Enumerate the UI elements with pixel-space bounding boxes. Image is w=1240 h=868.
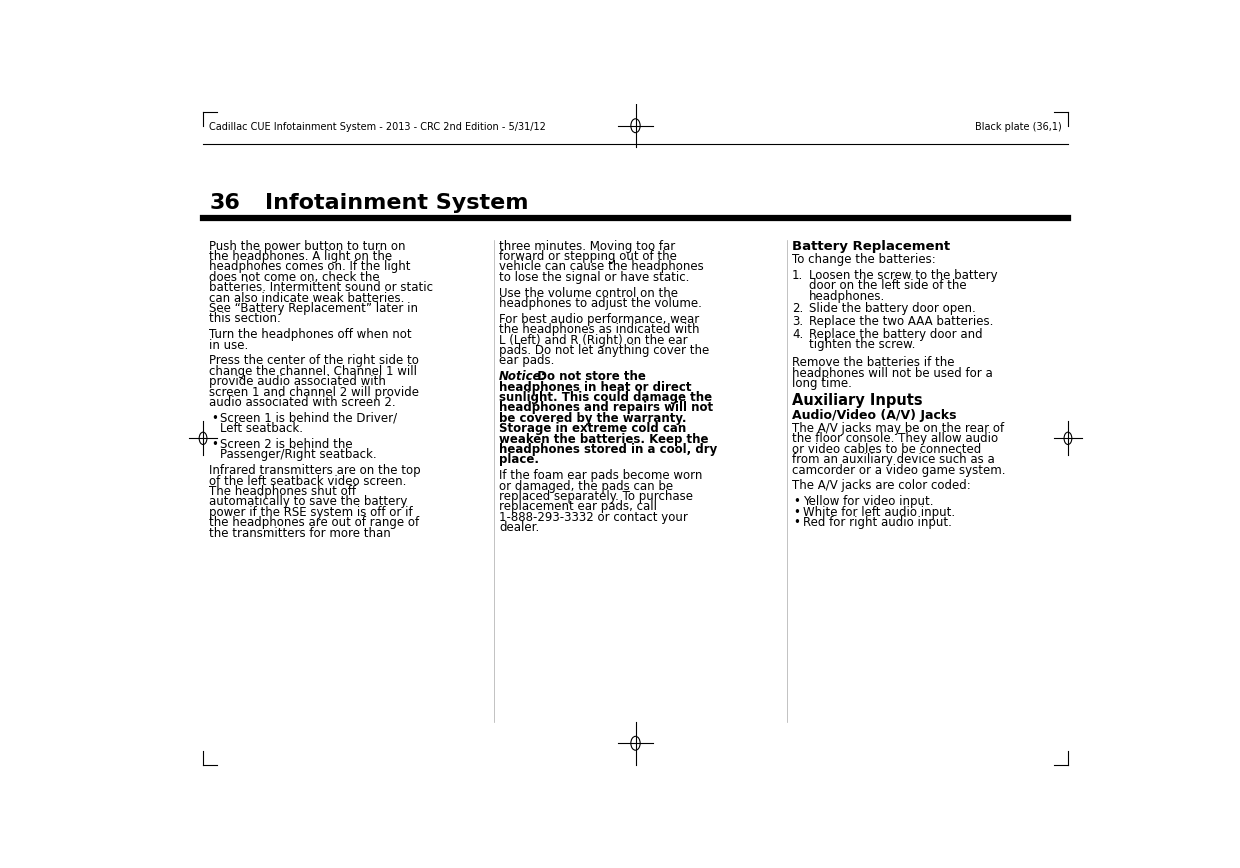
Text: Auxiliary Inputs: Auxiliary Inputs	[792, 393, 923, 408]
Text: headphones.: headphones.	[808, 290, 885, 303]
Text: the headphones as indicated with: the headphones as indicated with	[498, 323, 699, 336]
Text: Yellow for video input.: Yellow for video input.	[804, 496, 934, 508]
Text: headphones stored in a cool, dry: headphones stored in a cool, dry	[498, 443, 718, 456]
Text: audio associated with screen 2.: audio associated with screen 2.	[210, 396, 396, 409]
Text: in use.: in use.	[210, 339, 248, 352]
Text: Screen 1 is behind the Driver/: Screen 1 is behind the Driver/	[221, 411, 397, 424]
Text: The headphones shut off: The headphones shut off	[210, 485, 356, 498]
Text: the headphones are out of range of: the headphones are out of range of	[210, 516, 419, 529]
Text: of the left seatback video screen.: of the left seatback video screen.	[210, 475, 407, 488]
Text: •: •	[794, 496, 801, 508]
Text: For best audio performance, wear: For best audio performance, wear	[498, 312, 699, 326]
Text: •: •	[794, 516, 801, 529]
Text: automatically to save the battery: automatically to save the battery	[210, 496, 408, 509]
Text: change the channel. Channel 1 will: change the channel. Channel 1 will	[210, 365, 417, 378]
Text: this section.: this section.	[210, 312, 281, 326]
Text: the transmitters for more than: the transmitters for more than	[210, 527, 391, 540]
Text: headphones will not be used for a: headphones will not be used for a	[792, 367, 993, 380]
Text: Replace the two AAA batteries.: Replace the two AAA batteries.	[808, 315, 993, 328]
Text: 4.: 4.	[792, 328, 804, 341]
Text: the headphones. A light on the: the headphones. A light on the	[210, 250, 392, 263]
Text: 3.: 3.	[792, 315, 804, 328]
Text: Infotainment System: Infotainment System	[265, 193, 528, 213]
Text: Do not store the: Do not store the	[528, 370, 646, 383]
Text: headphones and repairs will not: headphones and repairs will not	[498, 401, 713, 414]
Text: Passenger/Right seatback.: Passenger/Right seatback.	[221, 449, 377, 462]
Text: headphones comes on. If the light: headphones comes on. If the light	[210, 260, 410, 273]
Text: •: •	[211, 438, 218, 451]
Text: camcorder or a video game system.: camcorder or a video game system.	[792, 464, 1006, 477]
Text: be covered by the warranty.: be covered by the warranty.	[498, 411, 687, 424]
Text: the floor console. They allow audio: the floor console. They allow audio	[792, 432, 998, 445]
Text: vehicle can cause the headphones: vehicle can cause the headphones	[498, 260, 704, 273]
Text: headphones to adjust the volume.: headphones to adjust the volume.	[498, 297, 702, 310]
Text: screen 1 and channel 2 will provide: screen 1 and channel 2 will provide	[210, 385, 419, 398]
Text: White for left audio input.: White for left audio input.	[804, 505, 955, 518]
Text: L (Left) and R (Right) on the ear: L (Left) and R (Right) on the ear	[498, 333, 688, 346]
Text: To change the batteries:: To change the batteries:	[792, 253, 936, 266]
Text: The A/V jacks may be on the rear of: The A/V jacks may be on the rear of	[792, 422, 1004, 435]
Text: 1-888-293-3332 or contact your: 1-888-293-3332 or contact your	[498, 510, 688, 523]
Text: •: •	[794, 505, 801, 518]
Text: provide audio associated with: provide audio associated with	[210, 375, 386, 388]
Text: from an auxiliary device such as a: from an auxiliary device such as a	[792, 453, 994, 466]
Text: Remove the batteries if the: Remove the batteries if the	[792, 357, 955, 370]
Text: batteries. Intermittent sound or static: batteries. Intermittent sound or static	[210, 281, 433, 294]
Text: •: •	[211, 411, 218, 424]
Text: place.: place.	[498, 453, 539, 466]
Text: Cadillac CUE Infotainment System - 2013 - CRC 2nd Edition - 5/31/12: Cadillac CUE Infotainment System - 2013 …	[210, 122, 546, 132]
Text: If the foam ear pads become worn: If the foam ear pads become worn	[498, 469, 703, 482]
Text: Screen 2 is behind the: Screen 2 is behind the	[221, 438, 352, 451]
Text: can also indicate weak batteries.: can also indicate weak batteries.	[210, 292, 404, 305]
Text: Left seatback.: Left seatback.	[221, 422, 303, 435]
Text: long time.: long time.	[792, 378, 852, 390]
Text: Audio/Video (A/V) Jacks: Audio/Video (A/V) Jacks	[792, 409, 956, 422]
Text: or video cables to be connected: or video cables to be connected	[792, 443, 981, 456]
Text: Infrared transmitters are on the top: Infrared transmitters are on the top	[210, 464, 420, 477]
Text: weaken the batteries. Keep the: weaken the batteries. Keep the	[498, 432, 708, 445]
Text: 2.: 2.	[792, 302, 804, 315]
Text: Black plate (36,1): Black plate (36,1)	[975, 122, 1061, 132]
Text: or damaged, the pads can be: or damaged, the pads can be	[498, 479, 673, 492]
Text: replaced separately. To purchase: replaced separately. To purchase	[498, 490, 693, 503]
Text: sunlight. This could damage the: sunlight. This could damage the	[498, 391, 712, 404]
Text: three minutes. Moving too far: three minutes. Moving too far	[498, 240, 676, 253]
Text: ear pads.: ear pads.	[498, 354, 554, 367]
Text: Replace the battery door and: Replace the battery door and	[808, 328, 983, 341]
Text: Slide the battery door open.: Slide the battery door open.	[808, 302, 976, 315]
Text: forward or stepping out of the: forward or stepping out of the	[498, 250, 677, 263]
Text: dealer.: dealer.	[498, 521, 539, 534]
Text: 1.: 1.	[792, 269, 804, 282]
Text: replacement ear pads, call: replacement ear pads, call	[498, 500, 657, 513]
Text: does not come on, check the: does not come on, check the	[210, 271, 379, 284]
Text: Push the power button to turn on: Push the power button to turn on	[210, 240, 405, 253]
Text: tighten the screw.: tighten the screw.	[808, 339, 915, 352]
Text: door on the left side of the: door on the left side of the	[808, 279, 967, 293]
Text: to lose the signal or have static.: to lose the signal or have static.	[498, 271, 689, 284]
Text: Battery Replacement: Battery Replacement	[792, 240, 950, 253]
Text: 36: 36	[210, 193, 241, 213]
Text: Storage in extreme cold can: Storage in extreme cold can	[498, 422, 687, 435]
Text: headphones in heat or direct: headphones in heat or direct	[498, 380, 692, 393]
Text: Red for right audio input.: Red for right audio input.	[804, 516, 952, 529]
Text: Press the center of the right side to: Press the center of the right side to	[210, 354, 419, 367]
Text: Use the volume control on the: Use the volume control on the	[498, 286, 678, 299]
Text: Loosen the screw to the battery: Loosen the screw to the battery	[808, 269, 998, 282]
Text: See “Battery Replacement” later in: See “Battery Replacement” later in	[210, 302, 418, 315]
Text: The A/V jacks are color coded:: The A/V jacks are color coded:	[792, 479, 971, 492]
Text: Turn the headphones off when not: Turn the headphones off when not	[210, 328, 412, 341]
Text: Notice:: Notice:	[498, 370, 547, 383]
Text: power if the RSE system is off or if: power if the RSE system is off or if	[210, 506, 413, 519]
Text: pads. Do not let anything cover the: pads. Do not let anything cover the	[498, 344, 709, 357]
